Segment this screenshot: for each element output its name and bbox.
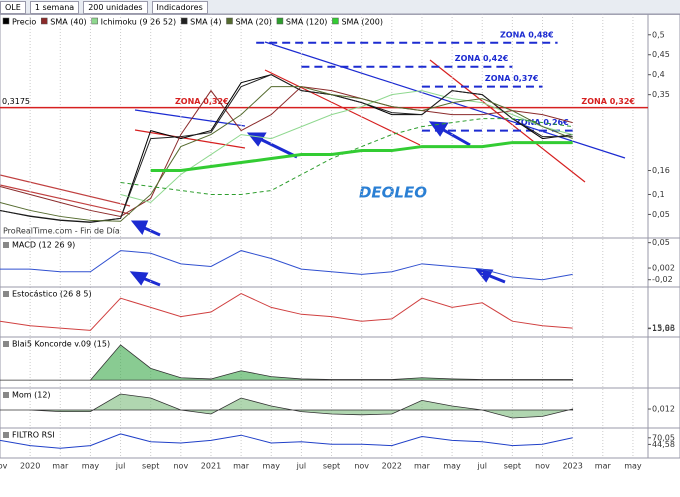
x-tick-label: nov bbox=[173, 462, 188, 471]
x-tick-label: mar bbox=[595, 462, 612, 471]
panel-icon bbox=[3, 432, 9, 438]
symbol-select[interactable]: OLE bbox=[0, 0, 26, 14]
y-tick-label: 70,05 bbox=[652, 433, 675, 442]
x-tick-label: jul bbox=[115, 462, 126, 471]
line bbox=[0, 250, 573, 281]
y-tick-label: 0,16 bbox=[652, 166, 670, 175]
line bbox=[150, 141, 573, 173]
y-tick-label: 0,35 bbox=[652, 90, 670, 99]
panel-icon bbox=[3, 341, 9, 347]
x-tick-label: 2022 bbox=[382, 462, 402, 471]
legend-swatch bbox=[226, 17, 233, 25]
legend-label: SMA (4) bbox=[190, 18, 221, 27]
y-tick-label: -0,02 bbox=[652, 275, 673, 284]
watermark: ProRealTime.com - Fin de Día bbox=[3, 227, 120, 236]
x-tick-label: 2021 bbox=[201, 462, 221, 471]
zone-label: ZONA 0,48€ bbox=[500, 30, 554, 39]
line bbox=[0, 74, 573, 223]
x-tick-label: may bbox=[624, 462, 642, 471]
x-tick-label: mar bbox=[52, 462, 69, 471]
y-tick-label: 0,4 bbox=[652, 70, 665, 79]
y-tick-label: 0,5 bbox=[652, 30, 665, 39]
line bbox=[120, 90, 573, 204]
legend-label: Precio bbox=[12, 18, 36, 27]
area bbox=[0, 344, 574, 381]
x-tick-label: sept bbox=[142, 462, 159, 471]
line bbox=[0, 74, 573, 223]
panel-frame bbox=[0, 13, 680, 239]
panel-title: MACD (12 26 9) bbox=[12, 241, 75, 250]
legend-swatch bbox=[2, 17, 10, 25]
x-tick-label: jul bbox=[476, 462, 487, 471]
x-tick-label: may bbox=[443, 462, 461, 471]
x-tick-label: may bbox=[82, 462, 100, 471]
panel-frame bbox=[0, 427, 680, 459]
level-value-label: 0,3175 bbox=[2, 97, 30, 106]
x-tick-label: sept bbox=[323, 462, 340, 471]
legend-swatch bbox=[332, 17, 339, 25]
legend-swatch bbox=[91, 17, 98, 25]
indicators-button[interactable]: Indicadores bbox=[151, 0, 208, 14]
legend-swatch bbox=[276, 17, 284, 25]
x-tick-label: nov bbox=[535, 462, 550, 471]
units-select[interactable]: 200 unidades bbox=[83, 0, 148, 14]
zone-label: ZONA 0,42€ bbox=[455, 54, 509, 63]
line bbox=[0, 86, 573, 217]
period-select[interactable]: 1 semana bbox=[29, 0, 80, 14]
line bbox=[0, 293, 573, 331]
x-tick-label: mar bbox=[414, 462, 431, 471]
level-label: ZONA 0,32€ bbox=[175, 97, 229, 106]
panel-frame bbox=[0, 237, 680, 288]
trend-lines bbox=[0, 41, 626, 215]
legend-label: SMA (120) bbox=[286, 18, 328, 27]
panel-title: FILTRO RSI bbox=[12, 431, 55, 440]
y-tick-label: 0,1 bbox=[652, 190, 665, 199]
x-tick-label: 2020 bbox=[20, 462, 40, 471]
y-tick-label: 0,002 bbox=[652, 264, 675, 273]
panel-title: Mom (12) bbox=[12, 391, 51, 400]
toolbar: OLE 1 semana 200 unidades Indicadores bbox=[0, 0, 680, 15]
x-tick-label: may bbox=[263, 462, 281, 471]
x-tick-label: mar bbox=[233, 462, 250, 471]
panel-title: Blai5 Koncorde v.09 (15) bbox=[12, 340, 110, 349]
x-tick-label: jul bbox=[296, 462, 307, 471]
panel-frame bbox=[0, 286, 680, 338]
legend-label: Ichimoku (9 26 52) bbox=[101, 18, 177, 27]
level-label: ZONA 0,32€ bbox=[581, 97, 635, 106]
legend-swatch bbox=[180, 17, 188, 25]
legend-swatch bbox=[40, 17, 48, 25]
y-tick-label: 44,58 bbox=[652, 440, 675, 449]
area bbox=[0, 393, 574, 419]
y-tick-label: 0,05 bbox=[652, 210, 670, 219]
y-tick-label: 15,03 bbox=[652, 324, 675, 333]
panel-icon bbox=[3, 392, 9, 398]
panel-icon bbox=[3, 242, 9, 248]
x-tick-label: sept bbox=[504, 462, 521, 471]
line bbox=[0, 86, 573, 222]
x-tick-label: nov bbox=[354, 462, 369, 471]
zone-label: ZONA 0,37€ bbox=[485, 74, 539, 83]
panel-icon bbox=[3, 291, 9, 297]
panel-title: Estocástico (26 8 5) bbox=[12, 290, 92, 299]
y-tick-label: 0,45 bbox=[652, 50, 670, 59]
legend-label: SMA (20) bbox=[236, 18, 272, 27]
x-tick-label: 2023 bbox=[562, 462, 582, 471]
line bbox=[0, 433, 573, 449]
annotation: DEOLEO bbox=[359, 184, 427, 202]
legend-label: SMA (200) bbox=[341, 18, 383, 27]
legend-label: SMA (40) bbox=[50, 18, 86, 27]
x-tick-label: nov bbox=[0, 462, 8, 471]
y-tick-label: 0,012 bbox=[652, 405, 675, 414]
y-tick-label: 13,86 bbox=[652, 324, 675, 333]
y-tick-label: 0,05 bbox=[652, 238, 670, 247]
